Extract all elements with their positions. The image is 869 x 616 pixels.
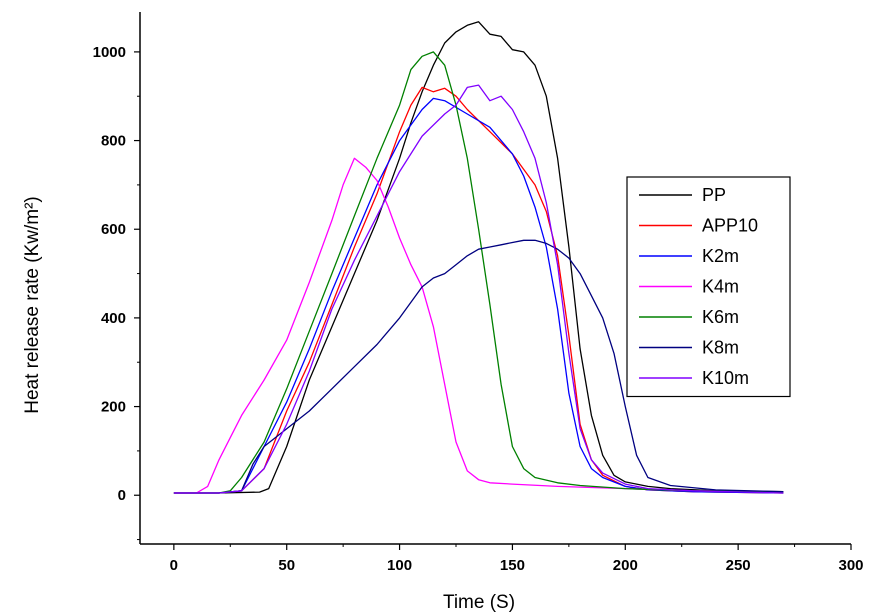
series-line-k8m (173, 239, 784, 494)
y-tick-label: 1000 (93, 44, 126, 61)
axes (139, 12, 851, 545)
y-tick-label: 600 (101, 221, 126, 238)
x-tick-label: 250 (726, 557, 751, 574)
legend-label: K6m (702, 307, 739, 327)
series-line-k2m (173, 97, 784, 494)
ticks: 0 50 100 150 200 250 300 0 200 400 600 800 1000 (93, 44, 864, 574)
legend-label: K8m (702, 338, 739, 358)
x-tick-label: 150 (500, 557, 525, 574)
legend-label: K2m (702, 246, 739, 266)
y-axis-title: Heat release rate (Kw/m²) (22, 196, 43, 414)
series-line-k10m (173, 84, 784, 494)
x-tick-label: 0 (170, 557, 178, 574)
y-tick-label: 400 (101, 310, 126, 327)
x-tick-label: 100 (387, 557, 412, 574)
plot-lines (173, 21, 784, 494)
series-line-k4m (173, 157, 784, 494)
x-tick-label: 50 (278, 557, 295, 574)
y-tick-label: 800 (101, 133, 126, 150)
x-axis-title: Time (S) (443, 592, 515, 613)
legend-label: APP10 (702, 216, 758, 236)
series-line-k6m (173, 51, 784, 494)
y-tick-label: 0 (118, 487, 126, 504)
series-line-pp (173, 21, 784, 494)
legend-label: K4m (702, 277, 739, 297)
x-tick-label: 200 (613, 557, 638, 574)
legend-label: PP (702, 185, 726, 205)
x-tick-label: 300 (838, 557, 863, 574)
legend-label: K10m (702, 368, 749, 388)
legend: PP APP10 K2m K4m K6m K8m K10m (626, 176, 791, 398)
y-tick-label: 200 (101, 399, 126, 416)
